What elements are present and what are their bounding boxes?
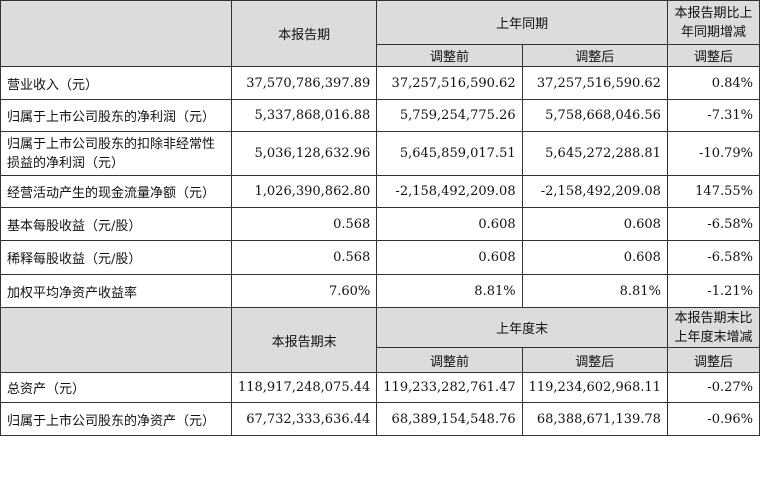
table-row: 归属于上市公司股东的净资产（元） 67,732,333,636.44 68,38… — [0, 402, 760, 436]
header-change-ratio: 本报告期比上年同期增减 — [666, 0, 760, 45]
row-label: 归属于上市公司股东的净利润（元） — [0, 99, 232, 132]
cell-after: 8.81% — [521, 274, 668, 308]
cell-after: 119,234,602,968.11 — [521, 372, 668, 403]
header-blank-cell — [0, 307, 232, 373]
cell-current: 5,337,868,016.88 — [230, 99, 378, 132]
cell-after: -2,158,492,209.08 — [521, 175, 668, 208]
header-blank-cell — [0, 0, 232, 67]
header-change-after: 调整后 — [666, 44, 760, 67]
table-row: 加权平均净资产收益率 7.60% 8.81% 8.81% -1.21% — [0, 274, 760, 308]
header-row-1b: 调整前 调整后 调整后 — [1, 44, 760, 67]
cell-current: 1,026,390,862.80 — [230, 175, 378, 208]
cell-current: 0.568 — [230, 207, 378, 241]
row-label: 经营活动产生的现金流量净额（元） — [0, 175, 232, 208]
cell-before: 0.608 — [376, 240, 523, 275]
header-before-adjustment-2: 调整前 — [376, 347, 523, 373]
row-label: 加权平均净资产收益率 — [0, 274, 232, 308]
header-change-ratio-2: 本报告期末比上年度末增减 — [666, 307, 760, 348]
cell-change: 147.55% — [666, 175, 760, 208]
financial-summary-table: 本报告期 上年同期 本报告期比上年同期增减 调整前 调整后 调整后 营业收入（元… — [0, 0, 760, 436]
cell-before: 5,759,254,775.26 — [376, 99, 523, 132]
cell-current: 0.568 — [230, 240, 378, 275]
cell-before: 0.608 — [376, 207, 523, 241]
cell-before: 68,389,154,548.76 — [376, 402, 523, 436]
header-prior-year-end: 上年度末 — [376, 307, 668, 348]
row-label: 归属于上市公司股东的净资产（元） — [0, 402, 232, 436]
row-label: 总资产（元） — [0, 372, 232, 403]
cell-change: -0.27% — [666, 372, 760, 403]
cell-change: -10.79% — [666, 131, 760, 176]
cell-before: 37,257,516,590.62 — [376, 66, 523, 100]
cell-after: 5,758,668,046.56 — [521, 99, 668, 132]
table-row: 稀释每股收益（元/股） 0.568 0.608 0.608 -6.58% — [0, 240, 760, 275]
row-label: 归属于上市公司股东的扣除非经常性损益的净利润（元） — [0, 131, 232, 176]
table-row: 归属于上市公司股东的扣除非经常性损益的净利润（元） 5,036,128,632.… — [0, 131, 760, 176]
cell-after: 0.608 — [521, 207, 668, 241]
table-row: 经营活动产生的现金流量净额（元） 1,026,390,862.80 -2,158… — [0, 175, 760, 208]
table-row: 归属于上市公司股东的净利润（元） 5,337,868,016.88 5,759,… — [0, 99, 760, 132]
header-row-1a: 本报告期 上年同期 本报告期比上年同期增减 — [0, 0, 760, 67]
header-current-period: 本报告期 — [230, 0, 378, 67]
cell-after: 68,388,671,139.78 — [521, 402, 668, 436]
row-label: 基本每股收益（元/股） — [0, 207, 232, 241]
cell-current: 118,917,248,075.44 — [230, 372, 378, 403]
header-after-adjustment: 调整后 — [521, 44, 668, 67]
cell-change: -1.21% — [666, 274, 760, 308]
header-current-period-end: 本报告期末 — [230, 307, 378, 373]
cell-current: 37,570,786,397.89 — [230, 66, 378, 100]
cell-after: 0.608 — [521, 240, 668, 275]
cell-before: 8.81% — [376, 274, 523, 308]
table-row: 总资产（元） 118,917,248,075.44 119,233,282,76… — [0, 372, 760, 403]
table-row: 营业收入（元） 37,570,786,397.89 37,257,516,590… — [0, 66, 760, 100]
cell-current: 7.60% — [230, 274, 378, 308]
cell-change: -6.58% — [666, 240, 760, 275]
row-label: 营业收入（元） — [0, 66, 232, 100]
cell-before: -2,158,492,209.08 — [376, 175, 523, 208]
cell-change: -0.96% — [666, 402, 760, 436]
header-change-after-2: 调整后 — [666, 347, 760, 373]
cell-before: 119,233,282,761.47 — [376, 372, 523, 403]
cell-change: -6.58% — [666, 207, 760, 241]
cell-after: 5,645,272,288.81 — [521, 131, 668, 176]
header-after-adjustment-2: 调整后 — [521, 347, 668, 373]
cell-change: 0.84% — [666, 66, 760, 100]
header-prior-year-same-period: 上年同期 — [376, 0, 668, 45]
row-label: 稀释每股收益（元/股） — [0, 240, 232, 275]
cell-current: 67,732,333,636.44 — [230, 402, 378, 436]
header-row-2a: 本报告期末 上年度末 本报告期末比上年度末增减 — [0, 307, 760, 373]
header-before-adjustment: 调整前 — [376, 44, 523, 67]
cell-after: 37,257,516,590.62 — [521, 66, 668, 100]
cell-change: -7.31% — [666, 99, 760, 132]
table-row: 基本每股收益（元/股） 0.568 0.608 0.608 -6.58% — [0, 207, 760, 241]
cell-before: 5,645,859,017.51 — [376, 131, 523, 176]
cell-current: 5,036,128,632.96 — [230, 131, 378, 176]
